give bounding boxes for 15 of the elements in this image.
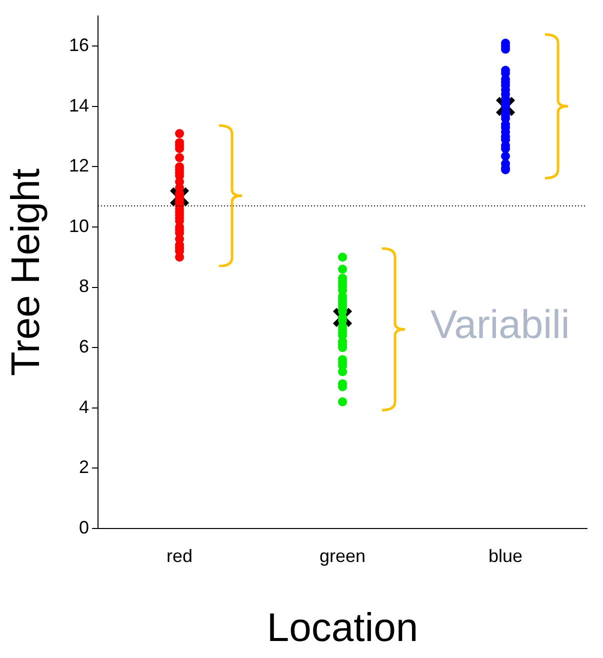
- y-tick-label: 6: [79, 336, 90, 357]
- y-tick-label: 14: [68, 95, 90, 116]
- y-tick-label: 0: [79, 517, 90, 538]
- x-axis-title: Location: [266, 606, 418, 650]
- y-tick-label: 8: [79, 276, 90, 296]
- y-tick-label: 10: [68, 216, 90, 236]
- x-tick-label: red: [166, 546, 193, 566]
- y-tick-label: 12: [68, 156, 90, 176]
- x-tick-label: green: [319, 546, 366, 566]
- y-tick-label: 4: [79, 396, 90, 417]
- y-axis-title: Tree Height: [4, 168, 48, 376]
- y-tick-label: 2: [79, 457, 90, 478]
- y-tick-label: 16: [68, 35, 90, 56]
- x-tick-label: blue: [488, 546, 523, 566]
- annotation: Variabili: [430, 303, 570, 348]
